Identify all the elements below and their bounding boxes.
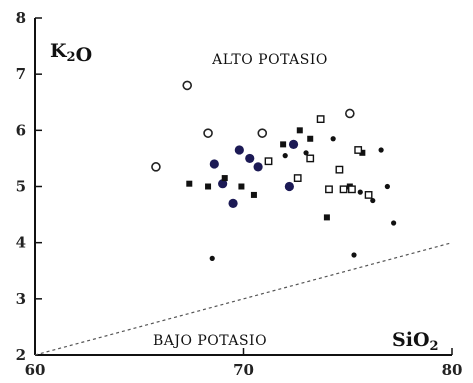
data-point-filled-square — [323, 214, 330, 221]
data-point-filled-square — [205, 183, 212, 190]
data-point-small-dot — [351, 252, 357, 258]
data-point-filled-circle — [288, 139, 299, 149]
data-point-open-square — [339, 185, 348, 194]
data-point-filled-circle — [253, 162, 263, 172]
data-point-filled-square — [221, 175, 228, 182]
data-point-filled-square — [307, 135, 314, 142]
data-point-open-circle — [257, 128, 268, 138]
data-point-filled-square — [359, 149, 366, 156]
data-point-small-dot — [303, 150, 309, 156]
y-tick-label: 8 — [16, 9, 26, 27]
data-point-open-circle — [203, 128, 213, 138]
x-tick-label: 70 — [233, 361, 254, 379]
x-axis-title: SiO2 — [392, 329, 439, 354]
x-tick-label: 80 — [442, 361, 463, 379]
data-point-open-square — [306, 154, 315, 163]
data-point-open-square — [293, 174, 302, 182]
data-point-filled-square — [186, 180, 193, 187]
data-point-small-dot — [209, 255, 215, 261]
data-point-open-square — [354, 146, 363, 154]
data-point-open-square — [335, 165, 344, 174]
data-point-filled-circle — [234, 145, 244, 155]
y-tick-label: 6 — [16, 121, 26, 139]
data-points — [151, 80, 397, 261]
data-point-filled-circle — [218, 179, 228, 189]
chart-labels: K2O SiO2 ALTO POTASIO BAJO POTASIO — [50, 40, 439, 354]
data-point-filled-square — [280, 141, 287, 148]
y-axis-title: K2O — [50, 40, 92, 66]
x-tick-label: 60 — [25, 361, 46, 379]
data-point-open-square — [364, 191, 373, 199]
data-point-filled-circle — [209, 159, 219, 169]
data-point-open-circle — [345, 108, 355, 119]
data-point-open-circle — [151, 162, 161, 172]
data-point-small-dot — [378, 147, 384, 153]
data-point-filled-circle — [284, 181, 294, 192]
data-point-small-dot — [384, 183, 390, 190]
data-point-filled-circle — [228, 198, 238, 208]
data-point-small-dot — [282, 153, 288, 159]
data-point-small-dot — [357, 189, 363, 195]
data-point-open-circle — [182, 80, 193, 91]
y-tick-label: 7 — [16, 65, 26, 83]
data-point-small-dot — [330, 136, 336, 142]
data-point-small-dot — [391, 220, 397, 226]
data-point-filled-circle — [245, 153, 255, 164]
data-point-small-dot — [370, 197, 376, 204]
y-tick-label: 5 — [16, 178, 26, 196]
data-point-open-square — [348, 185, 356, 194]
axes — [34, 17, 453, 356]
data-point-open-square — [325, 185, 333, 194]
tick-labels: 2 3 4 5 6 7 8 60 70 80 — [16, 9, 463, 379]
y-tick-label: 3 — [16, 290, 26, 308]
data-point-open-square — [264, 157, 273, 166]
data-point-filled-square — [250, 191, 257, 198]
upper-region-label: ALTO POTASIO — [211, 52, 328, 68]
data-point-filled-square — [296, 127, 303, 134]
lower-region-label: BAJO POTASIO — [153, 333, 267, 349]
data-point-filled-square — [238, 183, 245, 190]
y-tick-label: 4 — [16, 234, 26, 252]
y-tick-label: 2 — [16, 346, 26, 364]
data-point-open-square — [316, 115, 325, 124]
